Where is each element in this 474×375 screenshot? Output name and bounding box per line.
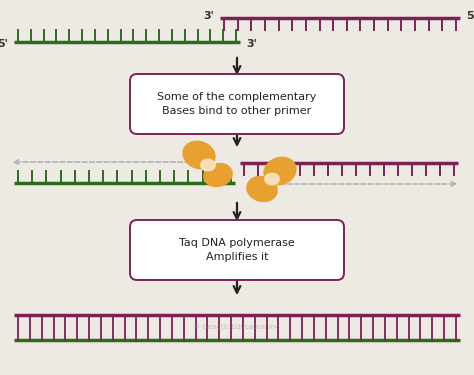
Text: 5': 5'	[0, 39, 8, 49]
Text: 5': 5'	[466, 11, 474, 21]
Text: 3': 3'	[203, 11, 214, 21]
Text: © Genetic Education Inc.: © Genetic Education Inc.	[193, 324, 281, 330]
Text: Taq DNA polymerase
Amplifies it: Taq DNA polymerase Amplifies it	[179, 238, 295, 262]
Ellipse shape	[200, 159, 216, 171]
Text: Some of the complementary
Bases bind to other primer: Some of the complementary Bases bind to …	[157, 92, 317, 116]
FancyBboxPatch shape	[130, 74, 344, 134]
Ellipse shape	[264, 172, 280, 186]
Ellipse shape	[246, 176, 278, 202]
Text: 3': 3'	[246, 39, 257, 49]
Ellipse shape	[264, 157, 297, 185]
Ellipse shape	[203, 163, 233, 187]
FancyBboxPatch shape	[130, 220, 344, 280]
Ellipse shape	[182, 141, 216, 170]
